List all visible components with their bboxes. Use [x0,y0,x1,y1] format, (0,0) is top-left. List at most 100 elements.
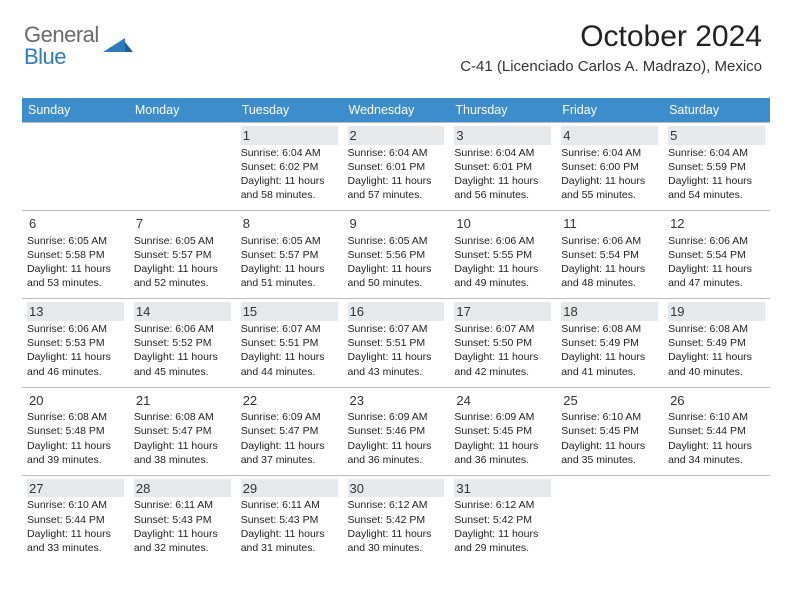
day-dl2: and 43 minutes. [348,365,445,379]
day-dl1: Daylight: 11 hours [454,527,551,541]
day-number: 8 [241,214,338,233]
day-sunrise: Sunrise: 6:04 AM [561,146,658,160]
calendar-day-cell: 22Sunrise: 6:09 AMSunset: 5:47 PMDayligh… [236,387,343,475]
day-sunset: Sunset: 5:44 PM [27,513,124,527]
day-sunrise: Sunrise: 6:08 AM [668,322,765,336]
calendar-day-cell: 12Sunrise: 6:06 AMSunset: 5:54 PMDayligh… [663,211,770,299]
calendar-day-cell: 10Sunrise: 6:06 AMSunset: 5:55 PMDayligh… [449,211,556,299]
day-number: 21 [134,391,231,410]
day-dl2: and 45 minutes. [134,365,231,379]
day-sunset: Sunset: 5:57 PM [241,248,338,262]
day-sunset: Sunset: 6:01 PM [454,160,551,174]
day-dl2: and 30 minutes. [348,541,445,555]
day-dl1: Daylight: 11 hours [348,439,445,453]
day-dl2: and 36 minutes. [348,453,445,467]
day-sunset: Sunset: 5:52 PM [134,336,231,350]
weekday-header: Monday [129,98,236,123]
day-sunset: Sunset: 5:54 PM [668,248,765,262]
day-dl1: Daylight: 11 hours [134,527,231,541]
day-sunrise: Sunrise: 6:06 AM [27,322,124,336]
calendar-day-cell: 1Sunrise: 6:04 AMSunset: 6:02 PMDaylight… [236,123,343,211]
day-sunset: Sunset: 5:48 PM [27,424,124,438]
calendar-week-row: 13Sunrise: 6:06 AMSunset: 5:53 PMDayligh… [22,299,770,387]
day-number: 6 [27,214,124,233]
day-number: 7 [134,214,231,233]
day-dl2: and 53 minutes. [27,276,124,290]
day-sunrise: Sunrise: 6:08 AM [27,410,124,424]
day-number: 20 [27,391,124,410]
day-number: 27 [27,479,124,498]
day-dl1: Daylight: 11 hours [134,439,231,453]
weekday-header: Friday [556,98,663,123]
day-dl1: Daylight: 11 hours [454,439,551,453]
day-sunset: Sunset: 5:42 PM [348,513,445,527]
day-number: 25 [561,391,658,410]
weekday-header: Tuesday [236,98,343,123]
day-sunrise: Sunrise: 6:09 AM [454,410,551,424]
day-dl2: and 40 minutes. [668,365,765,379]
brand-logo: General Blue [24,22,133,70]
calendar-day-cell: 25Sunrise: 6:10 AMSunset: 5:45 PMDayligh… [556,387,663,475]
calendar-day-cell [22,123,129,211]
day-dl2: and 52 minutes. [134,276,231,290]
calendar-day-cell: 3Sunrise: 6:04 AMSunset: 6:01 PMDaylight… [449,123,556,211]
calendar-day-cell: 18Sunrise: 6:08 AMSunset: 5:49 PMDayligh… [556,299,663,387]
calendar-day-cell: 21Sunrise: 6:08 AMSunset: 5:47 PMDayligh… [129,387,236,475]
calendar-day-cell: 20Sunrise: 6:08 AMSunset: 5:48 PMDayligh… [22,387,129,475]
day-sunset: Sunset: 5:58 PM [27,248,124,262]
day-sunrise: Sunrise: 6:06 AM [668,234,765,248]
day-sunrise: Sunrise: 6:04 AM [241,146,338,160]
day-dl1: Daylight: 11 hours [241,439,338,453]
day-sunrise: Sunrise: 6:07 AM [454,322,551,336]
day-number: 18 [561,302,658,321]
day-sunset: Sunset: 5:46 PM [348,424,445,438]
day-sunset: Sunset: 5:49 PM [561,336,658,350]
day-sunrise: Sunrise: 6:10 AM [27,498,124,512]
day-sunrise: Sunrise: 6:06 AM [134,322,231,336]
calendar-week-row: 1Sunrise: 6:04 AMSunset: 6:02 PMDaylight… [22,123,770,211]
day-sunrise: Sunrise: 6:09 AM [348,410,445,424]
day-number: 30 [348,479,445,498]
weekday-header: Thursday [449,98,556,123]
day-dl1: Daylight: 11 hours [668,262,765,276]
day-dl2: and 44 minutes. [241,365,338,379]
day-sunset: Sunset: 5:49 PM [668,336,765,350]
day-dl2: and 32 minutes. [134,541,231,555]
day-dl1: Daylight: 11 hours [134,350,231,364]
calendar-day-cell: 7Sunrise: 6:05 AMSunset: 5:57 PMDaylight… [129,211,236,299]
day-dl2: and 48 minutes. [561,276,658,290]
day-number: 23 [348,391,445,410]
weekday-header: Sunday [22,98,129,123]
day-dl1: Daylight: 11 hours [241,350,338,364]
day-number: 31 [454,479,551,498]
calendar-week-row: 27Sunrise: 6:10 AMSunset: 5:44 PM Dayligh… [22,475,770,563]
day-dl2: and 31 minutes. [241,541,338,555]
day-dl1: Daylight: 11 hours [348,174,445,188]
day-sunset: Sunset: 5:51 PM [241,336,338,350]
calendar-day-cell: 6Sunrise: 6:05 AMSunset: 5:58 PMDaylight… [22,211,129,299]
day-sunset: Sunset: 5:42 PM [454,513,551,527]
day-sunset: Sunset: 5:50 PM [454,336,551,350]
day-dl2: and 37 minutes. [241,453,338,467]
day-dl2: and 29 minutes. [454,541,551,555]
day-sunset: Sunset: 5:43 PM [241,513,338,527]
month-title: October 2024 [460,20,762,54]
day-number: 17 [454,302,551,321]
day-sunset: Sunset: 5:44 PM [668,424,765,438]
day-sunrise: Sunrise: 6:12 AM [454,498,551,512]
day-number: 19 [668,302,765,321]
day-sunrise: Sunrise: 6:05 AM [27,234,124,248]
day-dl2: and 41 minutes. [561,365,658,379]
day-dl2: and 34 minutes. [668,453,765,467]
day-dl1: Daylight: 11 hours [348,350,445,364]
day-sunrise: Sunrise: 6:10 AM [561,410,658,424]
day-sunset: Sunset: 5:47 PM [241,424,338,438]
day-number: 10 [454,214,551,233]
day-dl2: and 58 minutes. [241,188,338,202]
day-number: 12 [668,214,765,233]
day-dl1: Daylight: 11 hours [561,439,658,453]
day-sunset: Sunset: 6:00 PM [561,160,658,174]
day-dl1: Daylight: 11 hours [241,174,338,188]
day-sunrise: Sunrise: 6:11 AM [241,498,338,512]
calendar-day-cell: 14Sunrise: 6:06 AMSunset: 5:52 PMDayligh… [129,299,236,387]
